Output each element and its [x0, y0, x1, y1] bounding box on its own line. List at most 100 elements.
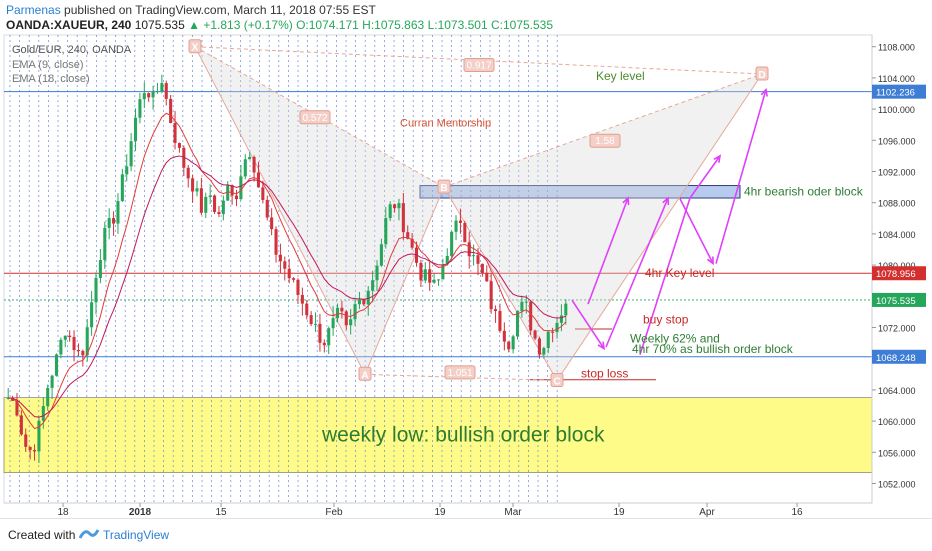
- candle-body: [252, 156, 256, 173]
- candlesticks: [6, 74, 568, 464]
- publish-info: Parmenas published on TradingView.com, M…: [6, 3, 376, 17]
- publish-text: published on TradingView.com, March 11, …: [64, 3, 376, 17]
- arrow-down-1-head: [597, 341, 606, 351]
- ratio-label: 0.917: [466, 61, 491, 72]
- candle-body: [46, 387, 50, 407]
- candle-body: [50, 375, 54, 388]
- candle-body: [265, 199, 269, 218]
- candle-body: [160, 83, 164, 92]
- candle-body: [331, 318, 335, 329]
- candle-body: [169, 98, 173, 124]
- candle-body: [555, 322, 559, 333]
- candle-body: [98, 260, 102, 278]
- candle-body: [120, 174, 124, 202]
- symbol-label: OANDA:XAUEUR, 240: [6, 18, 132, 32]
- candle-body: [423, 269, 427, 281]
- candle-body: [182, 147, 186, 168]
- y-tick-label: 1060.000: [878, 417, 916, 427]
- candle-body: [217, 211, 221, 215]
- y-tick-label: 1096.000: [878, 136, 916, 146]
- candle-body: [507, 341, 511, 350]
- bullish-block-text: weekly low: bullish order block: [321, 423, 605, 446]
- dotted-grid: [9, 35, 558, 503]
- candle-body: [314, 323, 318, 325]
- arrow-up-2: [605, 197, 669, 348]
- leg-bd: [443, 73, 763, 188]
- candle-body: [485, 272, 489, 282]
- leg-xa: [194, 46, 366, 375]
- arrow-up-1: [587, 197, 629, 305]
- candle-body: [125, 166, 129, 175]
- author-link[interactable]: Parmenas: [6, 3, 61, 17]
- candle-body: [112, 218, 116, 224]
- candle-body: [195, 188, 199, 192]
- candle-body: [480, 263, 484, 273]
- candle-body: [68, 335, 72, 337]
- candle-body: [397, 203, 401, 209]
- candle-body: [208, 195, 212, 197]
- candle-body: [406, 232, 410, 239]
- resistance-price-tag: 1078.956: [876, 269, 916, 280]
- candle-body: [445, 255, 449, 265]
- candle-body: [261, 187, 265, 200]
- x-tick-label: 16: [791, 507, 803, 518]
- ratio-label: 1.051: [447, 368, 472, 379]
- candle-body: [133, 117, 138, 142]
- candle-body: [366, 290, 370, 305]
- point-D-label: D: [758, 70, 765, 81]
- candle-body: [353, 304, 357, 320]
- candle-body: [177, 142, 181, 148]
- candle-body: [564, 303, 568, 316]
- ratio-label: 0.572: [302, 113, 327, 124]
- candle-body: [436, 279, 441, 281]
- ratio-box: [463, 58, 495, 73]
- candle-body: [59, 339, 63, 355]
- price-chart[interactable]: X A B C D 0.572 0.917 1.58 1.051 Key level Curran…: [0, 33, 932, 518]
- order-block-zones: [3, 185, 873, 473]
- candle-body: [375, 265, 379, 281]
- y-tick-label: 1088.000: [878, 199, 916, 209]
- candle-body: [362, 299, 366, 305]
- candle-body: [33, 449, 37, 452]
- candle-body: [349, 319, 353, 326]
- point-C-box: [550, 373, 564, 388]
- candle-body: [537, 338, 541, 355]
- candle-body: [401, 203, 405, 233]
- candle-body: [432, 279, 436, 283]
- candle-body: [28, 446, 32, 450]
- legend-title: Gold/EUR, 240, OANDA: [12, 44, 132, 56]
- point-D-box: [755, 66, 769, 81]
- x-tick-label: 18: [57, 507, 69, 518]
- candle-body: [151, 91, 155, 98]
- candle-body: [94, 277, 98, 303]
- candle-body: [458, 220, 462, 223]
- candle-body: [37, 420, 41, 452]
- y-tick-label: 1080.000: [878, 261, 916, 271]
- price-change: +1.813 (+0.17%): [203, 18, 293, 32]
- candle-body: [450, 231, 454, 256]
- candle-body: [186, 167, 190, 179]
- resistance-price-tag-bg: [872, 266, 926, 281]
- candle-body: [441, 264, 445, 280]
- last-price-tag: 1075.535: [876, 296, 916, 307]
- footer: Created with TradingView: [0, 518, 932, 551]
- y-tick-label: 1052.000: [878, 480, 916, 490]
- candle-body: [147, 93, 151, 98]
- weekly-text-2: 4hr 70% as bullish order block: [632, 342, 794, 356]
- arrow-up-3: [715, 89, 767, 264]
- up-arrow-icon: ▲: [188, 18, 200, 32]
- tradingview-logo-icon: [78, 529, 100, 539]
- last-price: 1075.535: [134, 18, 185, 32]
- legend-ema18: EMA (18, close): [12, 73, 90, 85]
- tradingview-link[interactable]: TradingView: [103, 528, 170, 542]
- candle-body: [476, 255, 480, 264]
- candle-body: [428, 269, 432, 283]
- candle-body: [243, 159, 247, 177]
- created-with-label: Created with: [8, 528, 76, 542]
- point-X-box: [188, 39, 202, 54]
- ema-lines: [8, 112, 567, 430]
- harmonic-bcd-fill: [444, 74, 762, 381]
- bullish-order-block: [3, 397, 873, 473]
- candle-body: [103, 227, 107, 261]
- horizontal-levels: [4, 91, 872, 381]
